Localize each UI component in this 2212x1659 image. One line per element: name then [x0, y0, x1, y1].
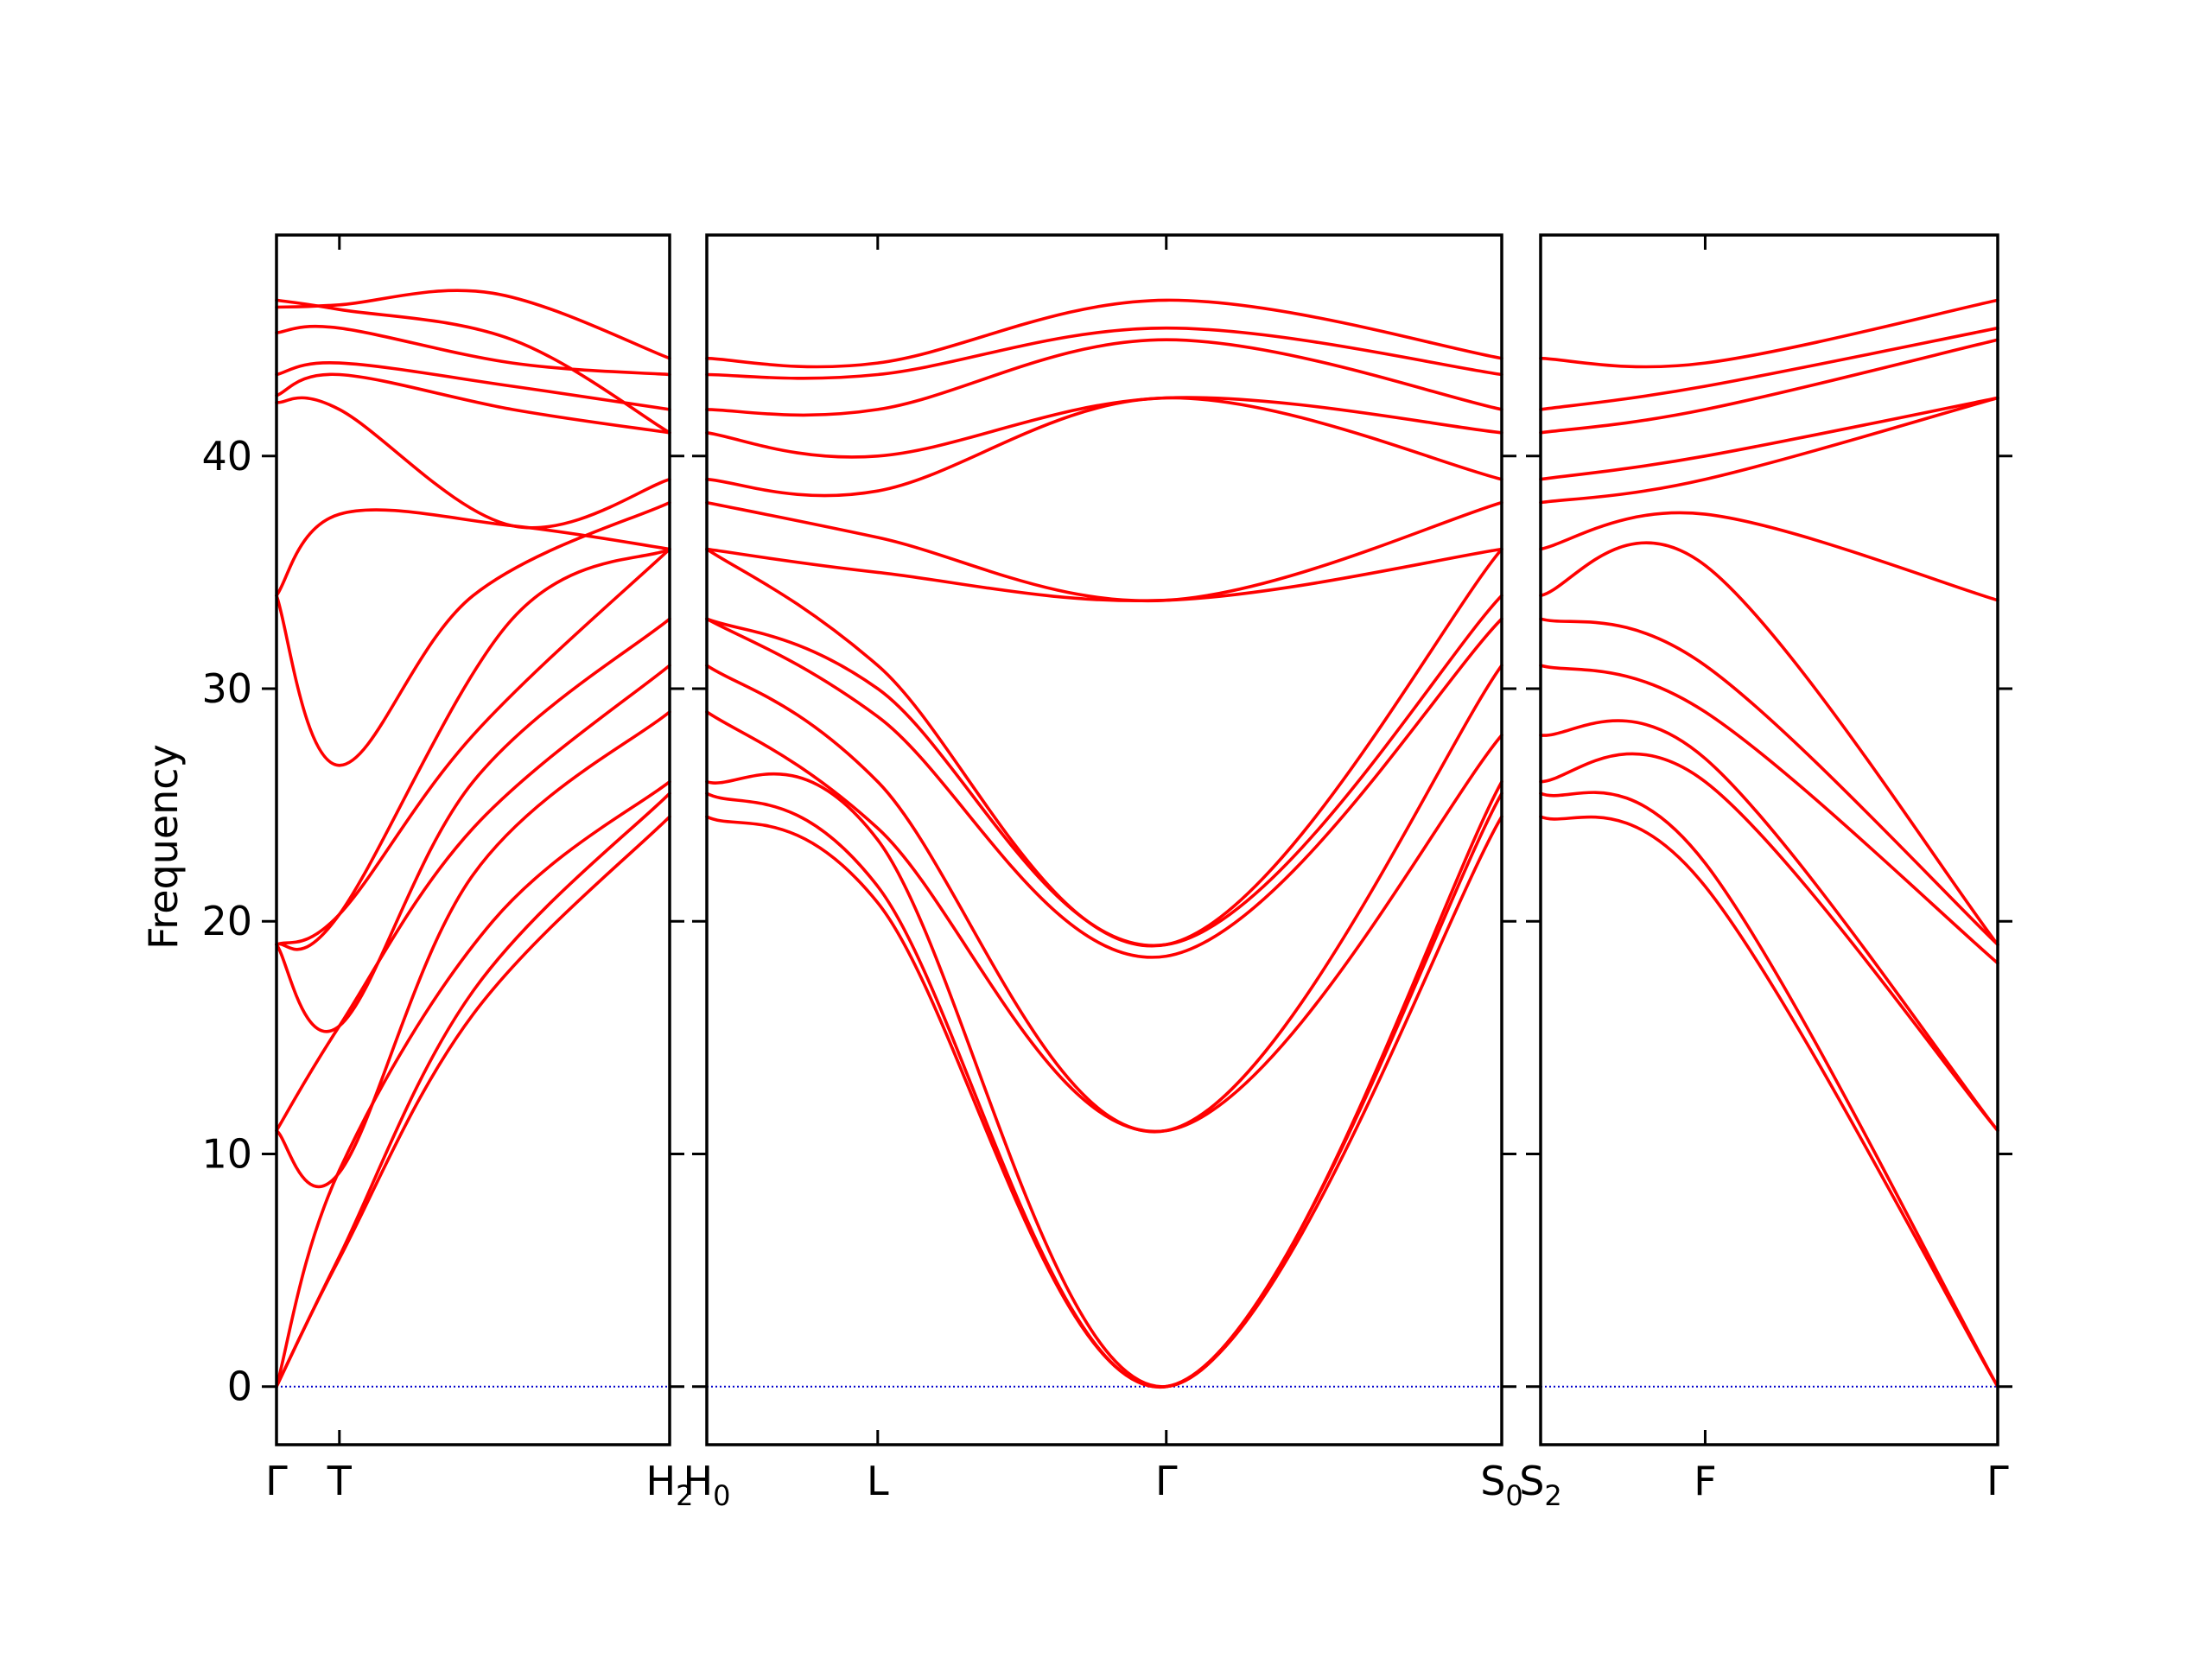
x-tick-label: S2 — [1519, 1458, 1562, 1512]
panel-3: S2 F Γ — [1519, 233, 2012, 1512]
band-line — [705, 710, 1503, 1134]
x-tick-label: Γ — [265, 1458, 288, 1504]
band-line — [275, 791, 671, 1389]
band-line — [1539, 298, 1999, 369]
x-tick-label: F — [1694, 1458, 1716, 1504]
band-line — [1539, 511, 1999, 602]
panel-frame — [275, 233, 671, 1446]
band-line — [275, 664, 671, 1133]
band-line — [1539, 338, 1999, 435]
band-line — [275, 500, 671, 767]
y-tick-label: 30 — [201, 665, 252, 712]
band-line — [275, 396, 671, 530]
y-tick-label: 40 — [201, 433, 252, 480]
x-tick-label: H0 — [683, 1458, 731, 1512]
y-axis-title: Frequency — [140, 744, 187, 950]
band-line — [275, 298, 671, 435]
band-line — [1539, 326, 1999, 411]
band-line — [1539, 719, 1999, 1133]
panel-frame — [705, 233, 1503, 1446]
band-line — [705, 338, 1503, 417]
band-line — [1539, 791, 1999, 1389]
band-line — [275, 779, 671, 1389]
band-line — [705, 664, 1503, 1134]
band-line — [275, 324, 671, 377]
band-line — [275, 508, 671, 598]
band-line — [1539, 396, 1999, 481]
panel-frame — [1539, 233, 1999, 1446]
band-line — [705, 772, 1503, 1389]
band-line — [705, 617, 1503, 959]
band-line — [275, 617, 671, 1033]
x-tick-label: Γ — [1986, 1458, 2009, 1504]
x-tick-label: L — [867, 1458, 889, 1504]
band-line — [1539, 617, 1999, 946]
band-line — [705, 298, 1503, 369]
band-line — [1539, 664, 1999, 965]
y-tick-label: 10 — [201, 1130, 252, 1177]
x-tick-label: H2 — [646, 1458, 694, 1512]
band-line — [705, 791, 1503, 1389]
band-line — [1539, 752, 1999, 1133]
band-line — [705, 547, 1503, 603]
band-line — [275, 372, 671, 435]
band-line — [705, 396, 1503, 498]
band-line — [275, 710, 671, 1189]
band-line — [1539, 815, 1999, 1389]
band-line — [1539, 396, 1999, 505]
band-line — [1539, 541, 1999, 946]
panel-2: H0 L Γ S0 — [683, 233, 1523, 1512]
band-line — [275, 547, 671, 951]
x-tick-label: T — [327, 1458, 353, 1504]
band-line — [275, 361, 671, 411]
panel-1: Γ T H2 — [262, 233, 694, 1512]
band-line — [705, 500, 1503, 603]
x-tick-label: S0 — [1480, 1458, 1523, 1512]
x-tick-label: Γ — [1155, 1458, 1178, 1504]
band-line — [705, 396, 1503, 459]
band-line — [705, 547, 1503, 948]
y-tick-label: 0 — [227, 1363, 252, 1410]
y-tick-label: 20 — [201, 898, 252, 944]
band-line — [275, 547, 671, 946]
band-line — [705, 326, 1503, 380]
